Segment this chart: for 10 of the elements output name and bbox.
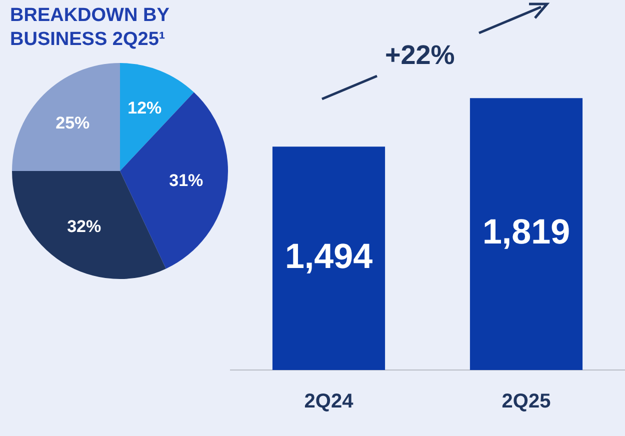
data-label: 31%	[169, 171, 204, 190]
data-label: 32%	[67, 217, 102, 236]
text: +22%	[385, 40, 455, 71]
data-label: 1,494	[284, 236, 374, 276]
data-label: 12%	[128, 98, 162, 118]
data-label: 1,819	[482, 212, 570, 252]
chart-title: BREAKDOWN BY BUSINESS 2Q25¹	[10, 4, 170, 52]
data-label: 25%	[56, 113, 90, 132]
x-tick-label: 2Q24	[304, 390, 354, 413]
x-tick-label: 2Q25	[502, 390, 551, 413]
